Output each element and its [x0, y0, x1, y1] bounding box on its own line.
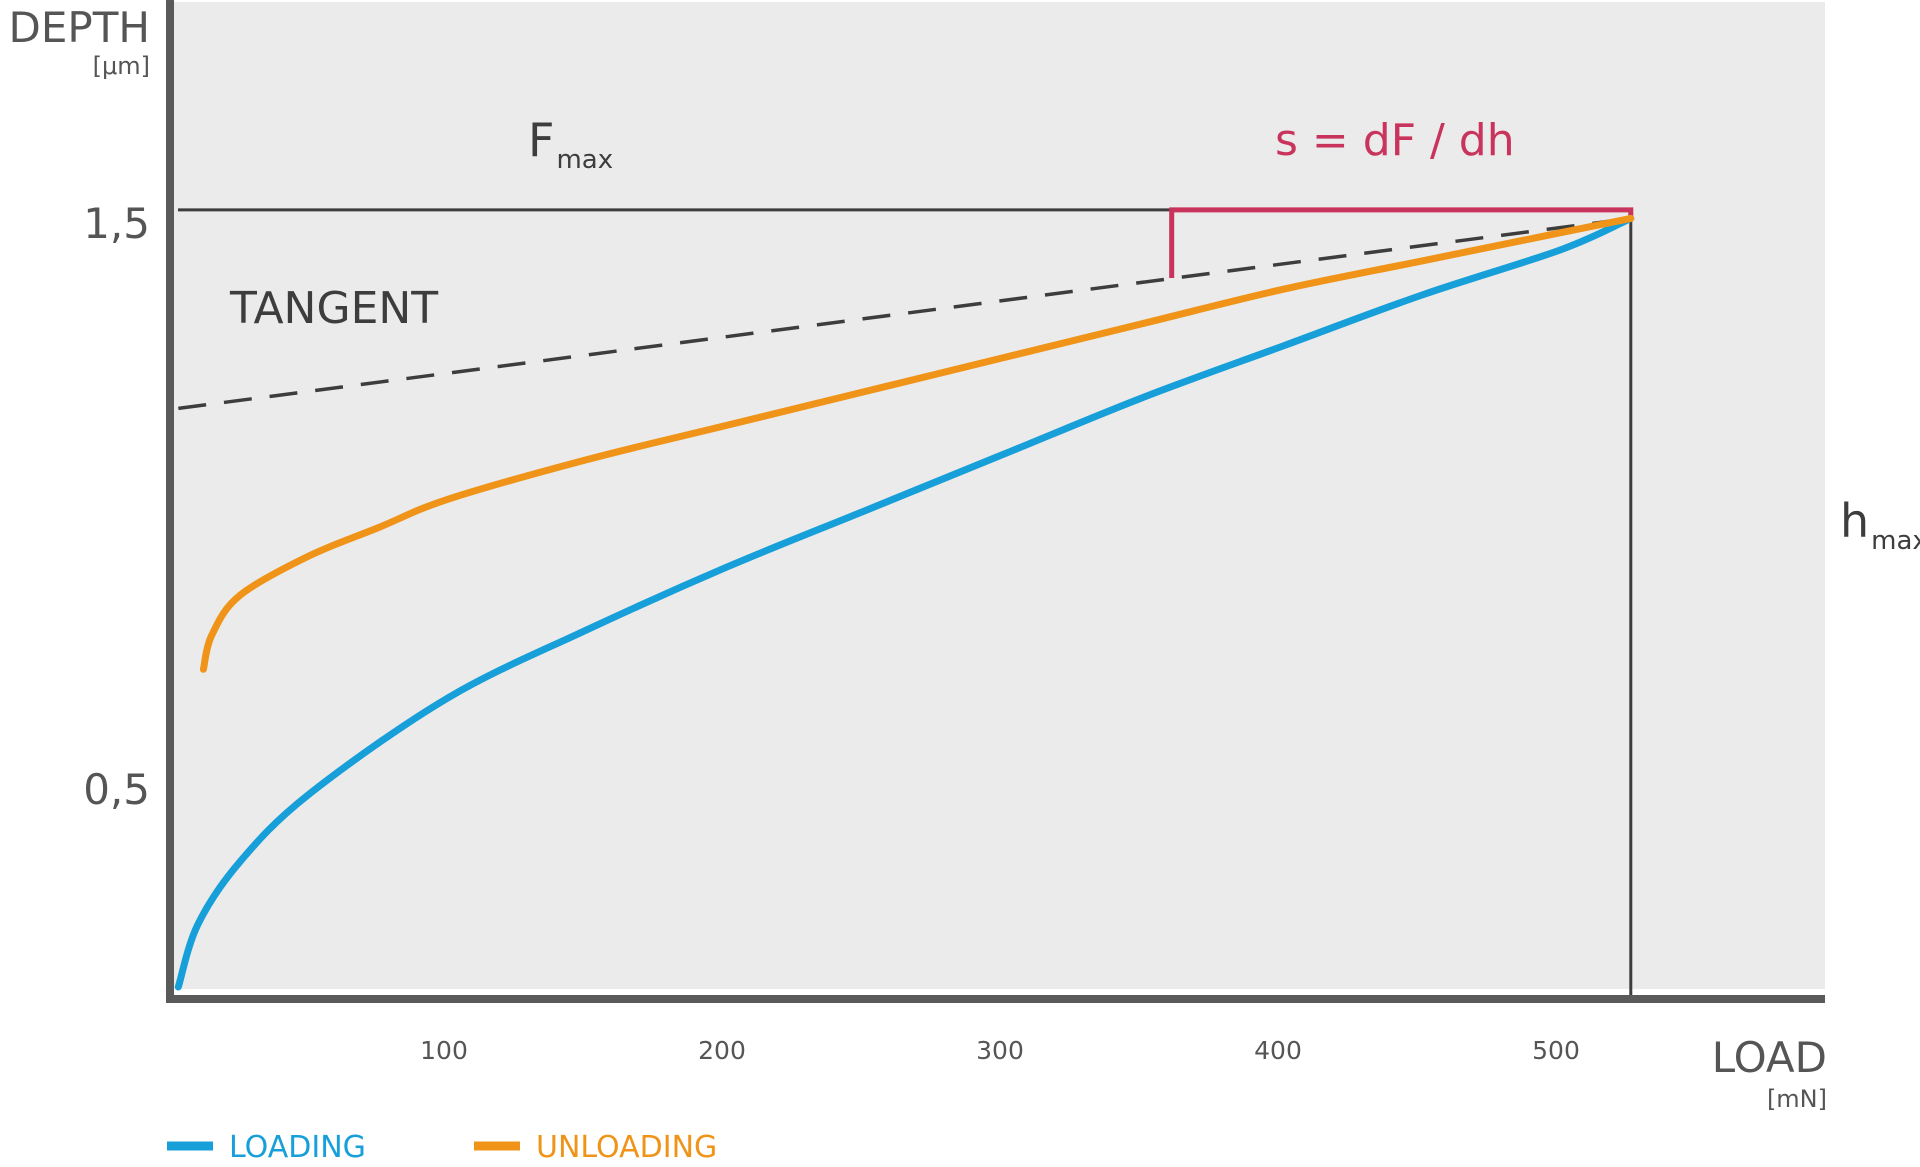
x-axis-unit: [mN]: [1767, 1085, 1827, 1113]
legend-label-unloading: UNLOADING: [536, 1130, 717, 1165]
legend: LOADING UNLOADING: [167, 1130, 717, 1165]
hmax-label: hmax: [1840, 494, 1920, 556]
annotations: [178, 207, 1634, 995]
x-tick-label: 200: [698, 1036, 746, 1065]
fmax-sub: max: [556, 145, 613, 175]
tangent-label: TANGENT: [229, 283, 438, 334]
series-layer: [174, 214, 1635, 991]
series-line-loading: [174, 214, 1635, 991]
y-axis-label: DEPTH: [9, 3, 150, 52]
plot-background: [170, 2, 1825, 989]
y-tick-label: 0,5: [83, 765, 150, 814]
legend-label-loading: LOADING: [229, 1130, 366, 1165]
x-tick-label: 500: [1532, 1036, 1580, 1065]
hmax-sub: max: [1871, 526, 1920, 556]
stiffness-label: s = dF / dh: [1275, 115, 1515, 166]
series-line-unloading: [199, 214, 1635, 673]
x-tick-label: 300: [976, 1036, 1024, 1065]
x-axis-label: LOAD: [1712, 1033, 1827, 1082]
x-tick-label: 100: [420, 1036, 468, 1065]
y-axis-unit: [μm]: [93, 52, 150, 80]
fmax-main: F: [528, 113, 554, 167]
y-tick-label: 1,5: [83, 199, 150, 248]
x-tick-labels: 100 200 300 400 500: [420, 1036, 1580, 1065]
stiffness-bracket: [1169, 207, 1634, 278]
hmax-main: h: [1840, 494, 1869, 548]
x-tick-label: 400: [1254, 1036, 1302, 1065]
tangent-line: [178, 216, 1632, 411]
fmax-label: Fmax: [528, 113, 613, 175]
